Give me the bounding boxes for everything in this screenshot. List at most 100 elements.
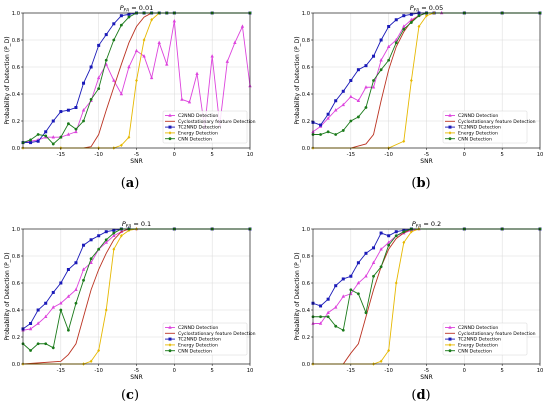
data-point: [364, 311, 368, 315]
data-point: [89, 257, 93, 261]
data-point: [356, 280, 361, 285]
y-tick-label: 0.4: [302, 92, 311, 98]
y-axis-label: Probability of Detection (P_D): [4, 252, 11, 340]
data-point: [319, 315, 322, 319]
data-point: [402, 240, 406, 245]
legend-marker: [448, 125, 452, 129]
x-axis-label: SNR: [130, 374, 142, 381]
x-tick-label: -5: [134, 368, 139, 374]
data-point: [394, 230, 398, 234]
legend-label: TC2NND Detection: [457, 125, 501, 131]
data-point: [334, 284, 338, 288]
data-point: [36, 308, 40, 312]
data-point: [82, 119, 85, 123]
data-point: [44, 130, 48, 134]
chart-title: PFA = 0.05: [410, 4, 444, 14]
data-point: [357, 115, 360, 119]
data-point: [334, 324, 338, 328]
data-point: [119, 234, 123, 238]
legend-marker: [168, 337, 172, 341]
legend-marker: [448, 337, 452, 341]
legend-marker: [448, 349, 452, 353]
x-tick-label: 0: [463, 368, 466, 374]
data-point: [387, 234, 391, 238]
x-tick-label: -10: [94, 368, 102, 374]
legend-marker: [168, 343, 172, 347]
data-point: [334, 133, 338, 136]
legend-marker: [168, 349, 172, 353]
legend-label: C2NND Detection: [178, 113, 218, 119]
legend-label: TC2NND Detection: [177, 337, 221, 343]
y-tick-label: 1.0: [12, 11, 20, 17]
legend-box: [162, 110, 248, 144]
x-tick-label: -15: [57, 152, 65, 158]
x-tick-label: 0: [173, 152, 176, 158]
data-point: [112, 247, 116, 251]
data-point: [36, 342, 40, 346]
data-point: [364, 85, 368, 89]
data-point: [112, 231, 116, 235]
data-point: [225, 59, 229, 63]
data-point: [356, 261, 360, 265]
data-point: [119, 14, 123, 18]
data-point: [74, 106, 78, 109]
data-point: [112, 233, 116, 238]
data-point: [326, 297, 330, 301]
legend-label: Cyclostationary feature Detection: [178, 331, 256, 337]
data-point: [394, 41, 398, 45]
y-tick-label: 0.4: [12, 92, 21, 98]
data-point: [51, 305, 55, 309]
x-tick-label: 5: [211, 368, 214, 374]
legend-marker: [168, 131, 172, 135]
data-point: [81, 267, 86, 271]
data-point: [59, 135, 63, 139]
data-point: [349, 79, 353, 82]
data-point: [356, 68, 360, 72]
x-tick-label: -15: [347, 152, 355, 158]
data-point: [29, 349, 32, 352]
data-point: [402, 14, 406, 18]
data-point: [44, 342, 48, 346]
y-tick-label: 0.6: [12, 65, 20, 71]
x-tick-label: -5: [424, 368, 429, 374]
data-point: [104, 33, 108, 37]
data-point: [119, 91, 124, 96]
y-tick-label: 0.8: [12, 38, 20, 44]
data-point: [82, 278, 85, 282]
data-point: [97, 234, 101, 238]
y-tick-label: 0.0: [302, 362, 310, 368]
y-tick-label: 0.2: [12, 335, 20, 341]
legend-marker: [448, 137, 452, 141]
caption-close: ): [134, 388, 139, 403]
data-point: [326, 112, 330, 116]
legend-label: Energy Detection: [178, 131, 218, 137]
caption-letter: a: [126, 176, 135, 191]
legend-label: Energy Detection: [458, 343, 498, 349]
legend-label: Cyclostationary feature Detection: [458, 119, 536, 125]
data-point: [66, 268, 70, 271]
title-rest: = 0.01: [129, 4, 153, 12]
data-point: [341, 277, 345, 281]
data-point: [89, 359, 93, 363]
y-tick-label: 0.8: [302, 38, 310, 44]
x-tick-label: 0: [463, 152, 466, 158]
data-point: [127, 135, 131, 139]
data-point: [319, 123, 323, 127]
caption-open: (: [411, 388, 416, 403]
legend-marker: [448, 113, 452, 117]
x-tick-label: -10: [94, 152, 102, 158]
legend-label: CNN Detection: [458, 348, 492, 354]
data-point: [240, 24, 245, 28]
data-point: [119, 23, 123, 27]
chart-panel-d: 0.0 0.2 0.4 0.6 0.8 1.0 -15 -10 -5 0 5 10 SNR Probabi…: [294, 220, 543, 403]
data-point: [319, 133, 322, 136]
legend-label: C2NND Detection: [458, 325, 498, 331]
data-point: [409, 12, 413, 16]
data-point: [341, 129, 345, 132]
panel-caption: (a): [121, 176, 140, 191]
data-point: [379, 58, 383, 62]
legend-label: CNN Detection: [178, 348, 212, 354]
data-point: [372, 54, 376, 58]
data-point: [334, 99, 338, 103]
